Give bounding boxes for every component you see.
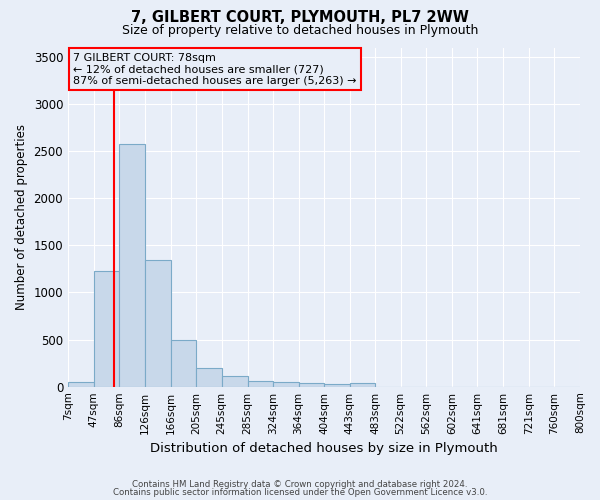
Bar	[170, 340, 196, 386]
Text: 7 GILBERT COURT: 78sqm
← 12% of detached houses are smaller (727)
87% of semi-de: 7 GILBERT COURT: 78sqm ← 12% of detached…	[73, 52, 356, 86]
Text: Contains public sector information licensed under the Open Government Licence v3: Contains public sector information licen…	[113, 488, 487, 497]
Text: Size of property relative to detached houses in Plymouth: Size of property relative to detached ho…	[122, 24, 478, 37]
Bar	[350, 383, 376, 386]
Bar	[68, 382, 94, 386]
Bar	[299, 383, 325, 386]
Text: Contains HM Land Registry data © Crown copyright and database right 2024.: Contains HM Land Registry data © Crown c…	[132, 480, 468, 489]
Bar	[272, 382, 299, 386]
Y-axis label: Number of detached properties: Number of detached properties	[15, 124, 28, 310]
Bar	[221, 376, 248, 386]
Bar	[248, 381, 272, 386]
Text: 7, GILBERT COURT, PLYMOUTH, PL7 2WW: 7, GILBERT COURT, PLYMOUTH, PL7 2WW	[131, 10, 469, 25]
Bar	[145, 260, 170, 386]
Bar	[196, 368, 221, 386]
Bar	[325, 384, 350, 386]
Bar	[94, 271, 119, 386]
X-axis label: Distribution of detached houses by size in Plymouth: Distribution of detached houses by size …	[150, 442, 498, 455]
Bar	[119, 144, 145, 386]
